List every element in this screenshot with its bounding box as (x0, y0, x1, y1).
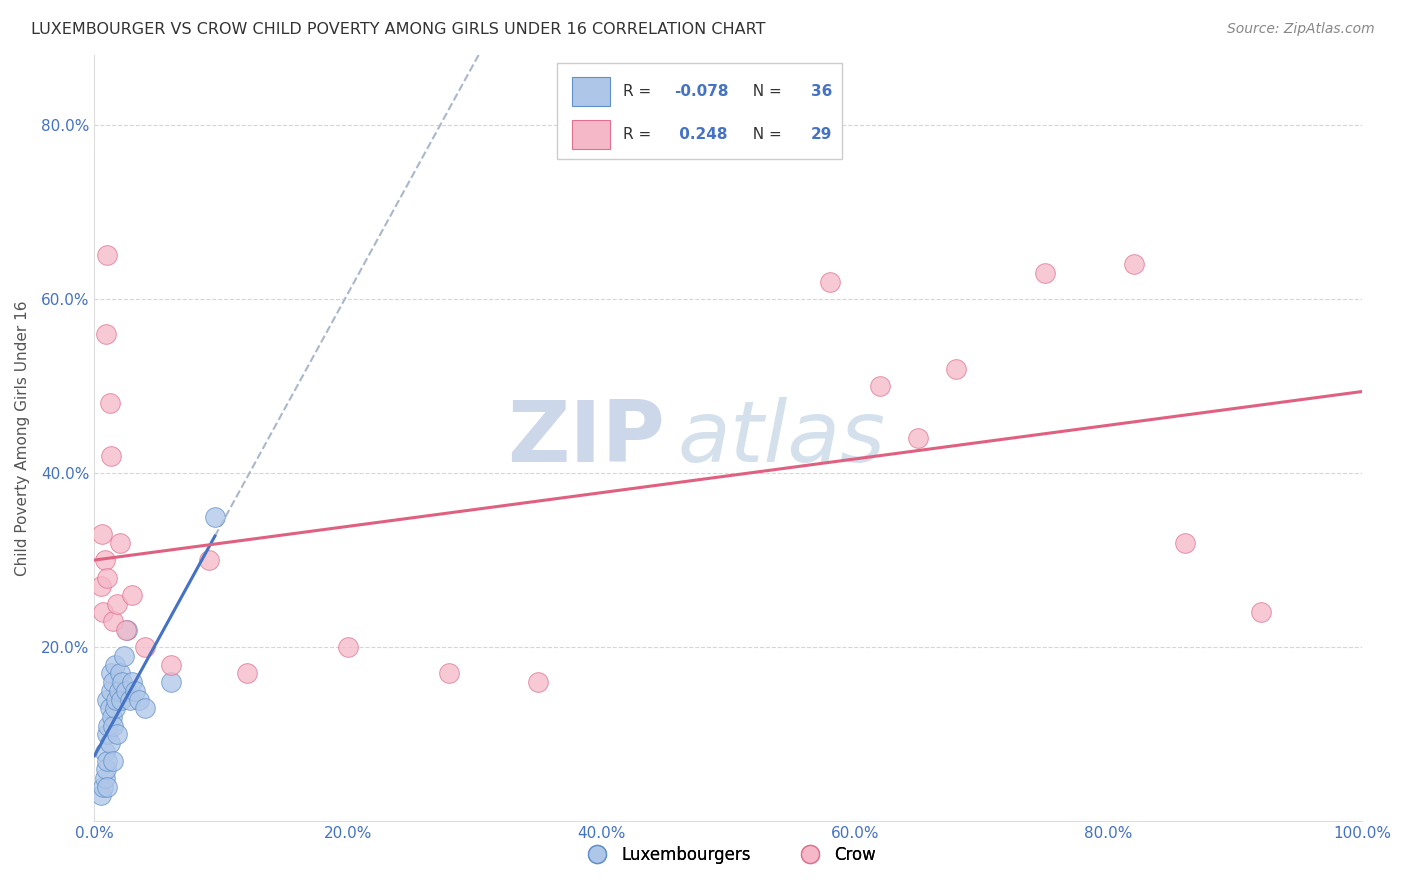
Point (90, 579, 112, 593)
Point (235, 666, 257, 681)
Point (104, 657, 127, 672)
Point (439, 666, 461, 681)
Point (105, 692, 128, 706)
Point (93, 553, 115, 567)
Text: R =: R = (623, 84, 657, 99)
Point (907, 431, 929, 445)
Point (110, 692, 132, 706)
Point (159, 675, 181, 690)
Point (115, 683, 138, 698)
Point (97, 719, 120, 733)
Point (159, 657, 181, 672)
Point (93, 771, 115, 785)
Point (93, 745, 115, 759)
Point (128, 692, 150, 706)
Point (107, 683, 129, 698)
Point (96, 248, 118, 262)
FancyBboxPatch shape (572, 77, 610, 106)
Point (96, 571, 118, 585)
Point (118, 692, 141, 706)
Text: 0.248: 0.248 (673, 128, 727, 143)
Text: N =: N = (744, 128, 787, 143)
Text: -0.078: -0.078 (673, 84, 728, 99)
Point (103, 675, 125, 690)
Point (112, 648, 135, 663)
Point (869, 379, 891, 393)
Point (197, 553, 219, 567)
Point (96, 692, 118, 706)
Point (98, 736, 121, 750)
Point (1250, 606, 1272, 620)
Point (100, 666, 122, 681)
Point (117, 623, 139, 637)
Point (108, 536, 131, 550)
Point (945, 361, 967, 376)
Point (100, 449, 122, 463)
Point (105, 727, 128, 741)
Point (103, 719, 125, 733)
Text: LUXEMBOURGER VS CROW CHILD POVERTY AMONG GIRLS UNDER 16 CORRELATION CHART: LUXEMBOURGER VS CROW CHILD POVERTY AMONG… (31, 22, 765, 37)
Text: atlas: atlas (678, 397, 886, 480)
Point (90, 789, 112, 803)
Y-axis label: Child Poverty Among Girls Under 16: Child Poverty Among Girls Under 16 (15, 301, 30, 576)
Point (134, 701, 156, 715)
Point (91, 527, 114, 541)
Point (818, 275, 841, 289)
Point (94, 326, 117, 341)
Point (124, 683, 146, 698)
Point (96, 780, 118, 794)
Point (204, 509, 226, 524)
Point (121, 588, 143, 602)
Point (115, 623, 138, 637)
Point (104, 701, 127, 715)
Text: N =: N = (744, 84, 787, 99)
Point (121, 675, 143, 690)
Text: R =: R = (623, 128, 657, 143)
Point (98, 396, 121, 410)
Point (94, 762, 117, 776)
Point (103, 614, 125, 628)
Point (100, 683, 122, 698)
FancyBboxPatch shape (557, 62, 842, 159)
Point (93, 780, 115, 794)
Point (101, 710, 124, 724)
Point (93, 606, 115, 620)
Point (103, 754, 125, 768)
FancyBboxPatch shape (572, 120, 610, 149)
Point (1122, 257, 1144, 271)
Point (98, 701, 121, 715)
Text: 29: 29 (811, 128, 832, 143)
Point (105, 597, 128, 611)
Point (108, 666, 131, 681)
Text: 36: 36 (811, 84, 832, 99)
Point (336, 640, 359, 655)
Point (1033, 266, 1056, 280)
Legend: Luxembourgers, Crow: Luxembourgers, Crow (574, 839, 883, 871)
Point (96, 754, 118, 768)
Text: ZIP: ZIP (508, 397, 665, 480)
Point (527, 675, 550, 690)
Point (134, 640, 156, 655)
Point (111, 675, 134, 690)
Point (96, 727, 118, 741)
Point (1173, 536, 1195, 550)
Text: Source: ZipAtlas.com: Source: ZipAtlas.com (1227, 22, 1375, 37)
